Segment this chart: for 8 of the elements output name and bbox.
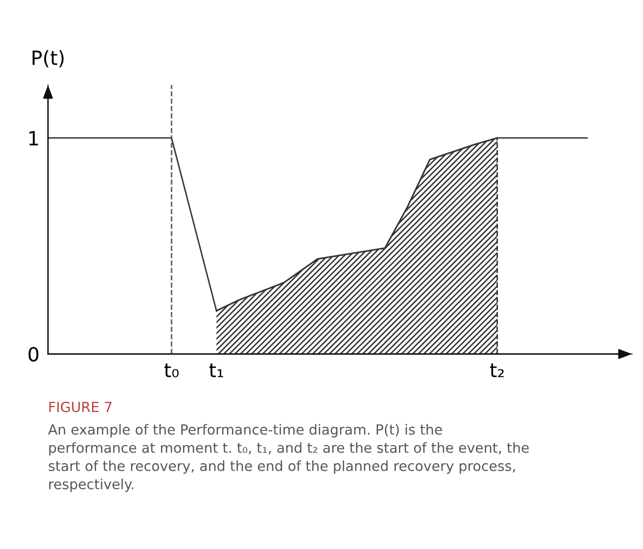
y-tick-label: 1 [29, 131, 38, 146]
x-tick-label: t₁ [209, 363, 224, 378]
text: An example of the Performance-time diagram. P(t) is the performance at moment t. t₀, t₁, and t₂ are the start of the event, the start of the recovery, and the end of the planned recovery process, respectively. [48, 424, 529, 492]
caption: FIGURE 7 [49, 402, 112, 412]
y-axis-title: P(t) [32, 50, 64, 68]
x-tick-label: t₂ [490, 363, 504, 378]
x-tick-label: t₀ [164, 363, 179, 378]
y-tick-label: 0 [28, 346, 38, 362]
